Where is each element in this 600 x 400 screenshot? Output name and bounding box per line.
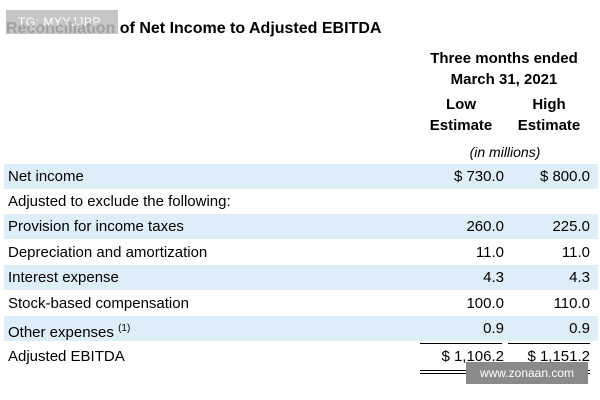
low-estimate-header: Low Estimate	[420, 94, 502, 136]
period-header-line2: March 31, 2021	[450, 71, 558, 88]
footnote-marker: (1)	[118, 323, 131, 334]
row-label: Provision for income taxes	[8, 218, 184, 235]
row-label: Depreciation and amortization	[8, 244, 208, 261]
row-label: Adjusted to exclude the following:	[8, 193, 231, 210]
high-value: 225.0	[552, 218, 590, 235]
high-estimate-header: High Estimate	[508, 94, 590, 136]
low-value: 260.0	[466, 218, 504, 235]
table-row-adjustments-heading: Adjusted to exclude the following:	[4, 189, 598, 214]
table-row-depreciation: Depreciation and amortization 11.0 11.0	[4, 240, 598, 265]
high-value: $ 1,151.2	[527, 348, 590, 365]
period-header-line1: Three months ended	[430, 50, 578, 67]
low-header-line2: Estimate	[429, 117, 493, 134]
total-double-rule-low-bottom	[420, 373, 502, 374]
table-row-income-taxes: Provision for income taxes 260.0 225.0	[4, 214, 598, 239]
row-label: Interest expense	[8, 269, 119, 286]
table-row-stock-compensation: Stock-based compensation 100.0 110.0	[4, 291, 598, 316]
table-row-interest-expense: Interest expense 4.3 4.3	[4, 265, 598, 290]
total-double-rule-low-top	[420, 370, 502, 371]
row-label: Adjusted EBITDA	[8, 348, 125, 365]
table-row-adjusted-ebitda: Adjusted EBITDA $ 1,106.2 $ 1,151.2	[4, 344, 598, 369]
low-value: 100.0	[466, 295, 504, 312]
watermark-label: TG: MYYJJPP	[6, 10, 118, 34]
low-value: 11.0	[475, 244, 504, 261]
high-value: 110.0	[553, 295, 590, 312]
high-value: $ 800.0	[539, 168, 590, 185]
high-value: 11.0	[561, 244, 590, 261]
units-note: (in millions)	[469, 144, 541, 160]
table-row-net-income: Net income $ 730.0 $ 800.0	[4, 164, 598, 189]
row-label: Stock-based compensation	[8, 295, 189, 312]
low-header-line1: Low	[446, 96, 476, 113]
row-label: Other expenses	[8, 324, 114, 341]
subtotal-rule-high	[508, 343, 590, 344]
subtotal-rule-low	[420, 343, 502, 344]
high-value: 4.3	[569, 269, 590, 286]
row-label: Net income	[8, 168, 84, 185]
low-value: 0.9	[483, 320, 504, 337]
period-header: Three months ended March 31, 2021	[413, 48, 595, 90]
high-header-line1: High	[532, 96, 566, 113]
high-value: 0.9	[569, 320, 590, 337]
high-header-line2: Estimate	[517, 117, 581, 134]
low-value: $ 730.0	[453, 168, 504, 185]
low-value: 4.3	[483, 269, 504, 286]
row-label-with-footnote: Other expenses (1)	[8, 316, 130, 345]
low-value: $ 1,106.2	[441, 348, 504, 365]
table-row-other-expenses: Other expenses (1) 0.9 0.9	[4, 316, 598, 341]
watermark-site: www.zonaan.com	[466, 362, 588, 384]
